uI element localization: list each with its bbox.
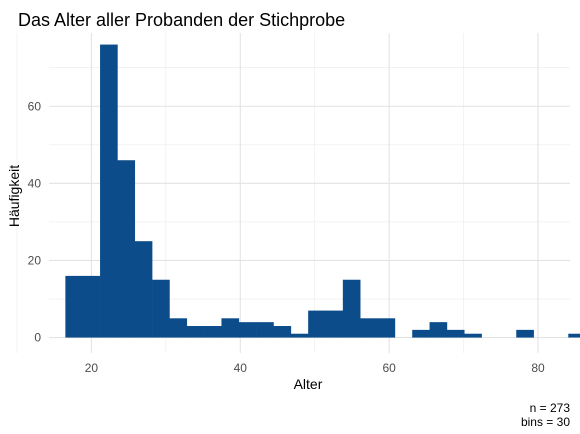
y-axis-title: Häufigkeit xyxy=(6,165,22,227)
histogram-bar xyxy=(134,241,153,338)
histogram-bar xyxy=(342,279,361,338)
chart-title: Das Alter aller Probanden der Stichprobe xyxy=(18,10,345,30)
histogram-bar xyxy=(446,329,465,338)
y-tick-label: 40 xyxy=(28,176,42,190)
histogram-bar xyxy=(186,326,205,338)
x-tick-label: 20 xyxy=(85,361,99,375)
axis-ticks: 20 40 60 80 0 20 40 60 xyxy=(28,99,545,375)
histogram-bar xyxy=(65,275,84,338)
histogram-bar xyxy=(464,333,482,338)
histogram-bar xyxy=(169,318,188,338)
histogram-bar xyxy=(325,310,344,338)
y-tick-label: 0 xyxy=(34,331,41,345)
histogram-bar xyxy=(221,318,240,338)
histogram-bar xyxy=(117,160,136,338)
histogram-bar xyxy=(204,326,222,338)
histogram-bar xyxy=(429,322,448,338)
histogram-bar xyxy=(256,322,274,338)
histogram-bar xyxy=(273,326,292,338)
histogram-bar xyxy=(82,275,101,338)
histogram-bar xyxy=(516,329,534,338)
histogram-bar xyxy=(152,279,170,338)
histogram-bar xyxy=(360,318,378,338)
y-tick-label: 60 xyxy=(28,99,42,113)
x-tick-label: 40 xyxy=(234,361,248,375)
x-axis-title: Alter xyxy=(294,376,323,392)
histogram-bar xyxy=(308,310,326,338)
x-tick-label: 60 xyxy=(382,361,396,375)
x-tick-label: 80 xyxy=(531,361,545,375)
caption-bins: bins = 30 xyxy=(521,415,570,429)
histogram-bar xyxy=(568,333,580,338)
histogram-bar xyxy=(238,322,257,338)
histogram-bar xyxy=(412,329,430,338)
y-tick-label: 20 xyxy=(28,253,42,267)
histogram-bar xyxy=(290,333,309,338)
histogram-bars xyxy=(65,44,580,338)
histogram-bar xyxy=(100,44,118,338)
caption-n: n = 273 xyxy=(530,401,571,415)
histogram-bar xyxy=(377,318,396,338)
